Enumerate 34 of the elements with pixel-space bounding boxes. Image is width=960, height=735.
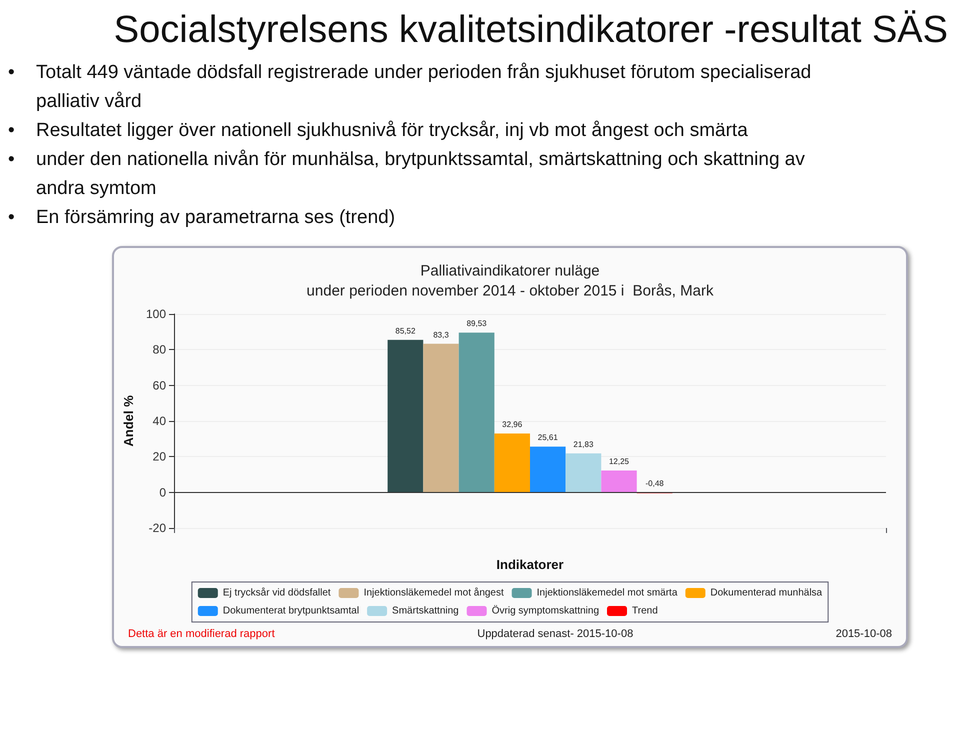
text: Detta är en modifierad rapport bbox=[128, 628, 275, 640]
legend-label: Trend bbox=[632, 606, 658, 616]
text: • under den nationella nivån för munhälsa, brytpunktssamtal, smärtskattning och skattning av andra symtom bbox=[8, 148, 806, 201]
legend-label: Övrig symptomskattning bbox=[492, 604, 600, 616]
legend-label: Dokumenterat brytpunktsamtal bbox=[222, 606, 360, 616]
data-label: 89,53 bbox=[466, 319, 488, 328]
chart-title: Socialstyrelsens kvalitetsindikatorer -resultat SÄS bbox=[112, 8, 949, 52]
y-tick-label: 80 bbox=[152, 342, 166, 357]
legend-label: Injektionsläkemedel mot ångest bbox=[364, 586, 504, 598]
legend-label: Smärtskattning bbox=[392, 606, 459, 616]
text: • Resultatet ligger över nationell sjukhusnivå för trycksår, inj vb mot ångest och smärta bbox=[8, 119, 748, 143]
legend-label: Ej trycksår vid dödsfallet bbox=[222, 586, 331, 598]
y-tick-label: 20 bbox=[152, 450, 166, 464]
data-label: 83,3 bbox=[433, 330, 450, 340]
y-tick-label: 40 bbox=[152, 414, 166, 428]
text: Uppdaterad senast- 2015-10-08 bbox=[477, 628, 634, 640]
data-label: 12,25 bbox=[608, 456, 630, 466]
data-label: 21,83 bbox=[573, 440, 594, 449]
x-axis-title: Indikatorer bbox=[496, 557, 564, 572]
data-label: 85,52 bbox=[395, 326, 416, 336]
legend-label: Dokumenterad munhälsa bbox=[710, 588, 823, 598]
y-tick-label: 100 bbox=[146, 307, 166, 321]
text: 2015-10-08 bbox=[836, 628, 892, 640]
text: • Totalt 449 väntade dödsfall registrerade under perioden från sjukhuset förutom specialiserad palliativ vård bbox=[8, 61, 812, 114]
y-tick-label: 60 bbox=[152, 378, 166, 392]
y-tick-label: -20 bbox=[148, 521, 166, 535]
text: • En försämring av parametrarna ses (trend) bbox=[8, 206, 396, 230]
y-axis-title: Andel % bbox=[121, 394, 136, 447]
data-label: 32,96 bbox=[502, 420, 523, 430]
legend-label: Injektionsläkemedel mot smärta bbox=[536, 588, 678, 598]
data-label: 25,61 bbox=[538, 433, 558, 442]
y-tick-label: 0 bbox=[159, 485, 166, 500]
chart-subtitle: Palliativaindikatorer nuläge under perioden november 2014 - oktober 2015 i Borås, Mark bbox=[306, 262, 714, 300]
data-label: -0,48 bbox=[645, 478, 664, 488]
